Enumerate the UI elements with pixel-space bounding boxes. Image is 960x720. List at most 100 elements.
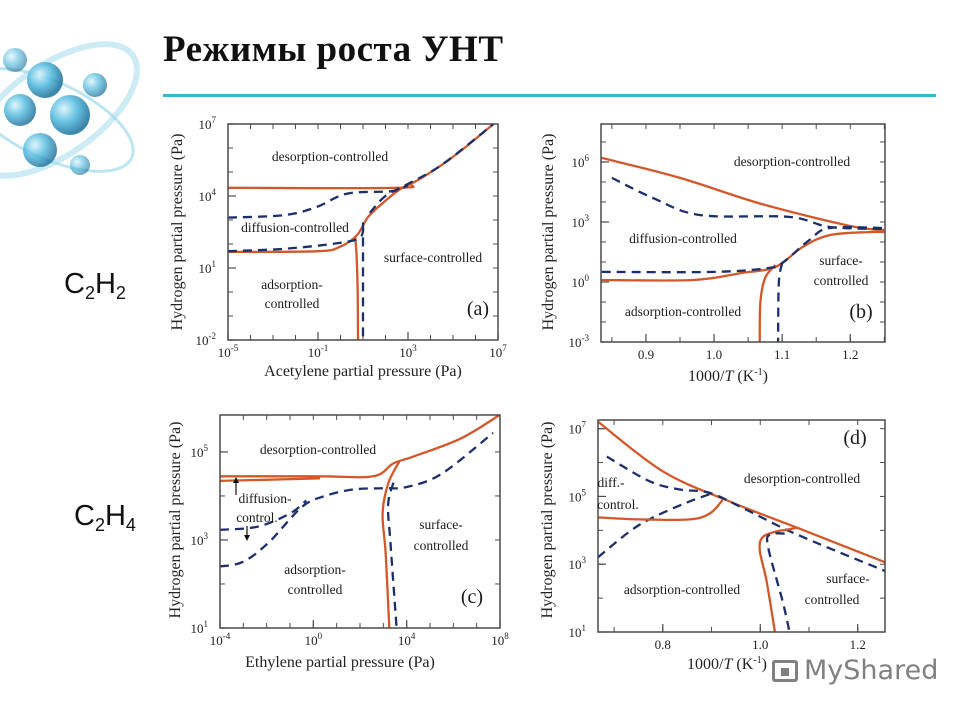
panel-tag: (b) xyxy=(849,301,872,323)
dashed-boundary-curve xyxy=(611,176,885,231)
formula-subscript: 4 xyxy=(125,515,136,535)
tick-exponent: -2 xyxy=(209,331,217,341)
tick-exponent: -3 xyxy=(582,333,590,343)
solid-boundary-curve xyxy=(220,415,500,479)
tick-base: 10 xyxy=(569,557,582,572)
x-axis-label-part: 1000/ xyxy=(687,656,724,673)
formula-part: C xyxy=(74,500,95,532)
tick-base: 10 xyxy=(191,445,204,460)
y-tick-label: 104 xyxy=(199,187,217,204)
region-label: diff.- xyxy=(597,475,625,490)
y-tick-label: 105 xyxy=(191,443,209,460)
tick-exponent: 6 xyxy=(585,153,590,163)
y-tick-label: 105 xyxy=(569,487,587,504)
region-label: desorption-controlled xyxy=(260,442,376,457)
x-axis-label-part: T xyxy=(724,368,734,385)
tick-exponent: 7 xyxy=(212,115,217,125)
y-axis-label: Hydrogen partial pressure (Pa) xyxy=(169,134,186,331)
up-arrow-icon xyxy=(233,477,239,483)
region-label: controlled xyxy=(265,296,320,311)
y-tick-label: 103 xyxy=(572,213,590,230)
x-axis-label-part: ) xyxy=(762,656,767,673)
x-tick-label: 0.8 xyxy=(655,637,671,652)
tick-exponent: 1 xyxy=(582,623,587,633)
tick-base: 10 xyxy=(572,275,585,290)
down-arrow-icon xyxy=(244,535,250,541)
atom-logo-decoration xyxy=(0,41,140,179)
solid-boundary-curve xyxy=(598,499,724,522)
x-axis-label-part: (K xyxy=(733,368,754,385)
solid-boundary-curve xyxy=(758,526,798,632)
region-label: surface- xyxy=(826,571,870,586)
region-label: diffusion-controlled xyxy=(629,231,737,246)
title-divider xyxy=(163,94,936,97)
tick-base: 10 xyxy=(569,489,582,504)
tick-exponent: 3 xyxy=(204,531,209,541)
x-tick-label: 104 xyxy=(398,631,416,648)
region-label: adsorption-controlled xyxy=(624,582,740,597)
x-tick-label: 1.0 xyxy=(706,347,722,362)
y-tick-label: 101 xyxy=(191,619,209,636)
tick-base: 10 xyxy=(196,333,209,348)
tick-exponent: 4 xyxy=(411,631,416,641)
x-tick-label: 0.9 xyxy=(638,347,654,362)
y-axis-label: Hydrogen partial pressure (Pa) xyxy=(167,422,184,619)
panel-tag: (c) xyxy=(461,586,483,608)
formula-subscript: 2 xyxy=(115,283,126,303)
tick-exponent: 5 xyxy=(582,487,587,497)
x-tick-label: 103 xyxy=(399,343,417,360)
watermark-text: MyShared xyxy=(804,655,939,686)
x-axis-label-part: Ethylene partial pressure (Pa) xyxy=(245,654,435,671)
tick-exponent: 7 xyxy=(582,420,587,430)
formula-part: H xyxy=(104,500,126,532)
tick-exponent: 7 xyxy=(502,343,507,353)
x-axis-label-part: ) xyxy=(763,368,768,385)
region-label: adsorption- xyxy=(284,562,346,577)
region-label: desorption-controlled xyxy=(744,471,860,486)
tick-base: 10 xyxy=(398,633,411,648)
x-tick-label: 107 xyxy=(489,343,507,360)
tick-base: 10 xyxy=(199,261,212,276)
plot-frame xyxy=(597,419,886,633)
x-tick-label: 10-4 xyxy=(210,631,231,648)
region-label: adsorption- xyxy=(261,277,323,292)
region-label: diffusion-controlled xyxy=(241,220,349,235)
tick-base: 10 xyxy=(491,633,504,648)
region-label: surface- xyxy=(419,517,463,532)
region-label: desorption-controlled xyxy=(734,154,850,169)
y-axis-label: Hydrogen partial pressure (Pa) xyxy=(540,134,557,331)
dashed-boundary-curve xyxy=(368,124,495,214)
tick-base: 10 xyxy=(399,345,412,360)
solid-boundary-curve xyxy=(598,420,885,564)
y-axis-label: Hydrogen partial pressure (Pa) xyxy=(539,422,556,619)
tick-base: 10 xyxy=(569,422,582,437)
dashed-boundary-curve xyxy=(220,499,308,531)
panel-tag: (a) xyxy=(467,298,489,320)
x-tick-label: 1.2 xyxy=(842,347,858,362)
panel-tag: (d) xyxy=(843,427,866,449)
y-tick-label: 106 xyxy=(572,153,590,170)
y-tick-label: 101 xyxy=(199,259,217,276)
tick-exponent: -5 xyxy=(231,343,239,353)
tick-exponent: 1 xyxy=(204,619,209,629)
plot-frame xyxy=(227,123,499,341)
x-axis-label-part: (K xyxy=(732,656,753,673)
tick-base: 10 xyxy=(572,155,585,170)
tick-exponent: 4 xyxy=(212,187,217,197)
y-tick-label: 10-2 xyxy=(196,331,217,348)
watermark: MyShared xyxy=(772,655,938,686)
tick-base: 10 xyxy=(569,625,582,640)
region-label: diffusion- xyxy=(239,491,293,506)
dashed-boundary-curve xyxy=(228,222,365,253)
tick-exponent: 0 xyxy=(585,273,590,283)
dashed-boundary-curve xyxy=(386,482,398,628)
series-group xyxy=(598,420,885,632)
region-label: adsorption-controlled xyxy=(625,304,741,319)
y-tick-label: 100 xyxy=(572,273,590,290)
region-label: surface- xyxy=(819,253,863,268)
tick-base: 10 xyxy=(569,335,582,350)
y-tick-label: 10-3 xyxy=(569,333,590,350)
series-group xyxy=(601,156,885,342)
